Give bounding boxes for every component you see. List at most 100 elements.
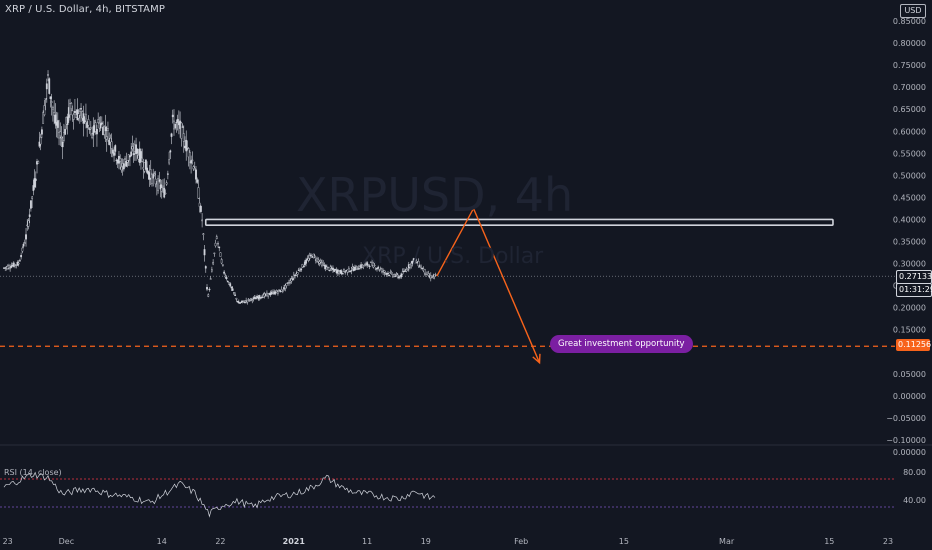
candle-body xyxy=(96,129,98,135)
time-tick-label: 14 xyxy=(157,537,167,546)
candle-body xyxy=(165,182,168,185)
candle-body xyxy=(44,98,47,100)
candle-body xyxy=(192,166,195,170)
candle-body xyxy=(15,264,18,266)
candle-body xyxy=(175,121,178,124)
candle-body xyxy=(105,136,108,140)
candle-body xyxy=(334,268,337,271)
candle-body xyxy=(292,274,295,279)
candle-body xyxy=(208,288,211,291)
candle-body xyxy=(136,149,139,154)
candle-body xyxy=(247,298,250,301)
candle-body xyxy=(180,122,183,139)
candle-body xyxy=(97,119,100,123)
candle-body xyxy=(429,275,432,279)
rsi-tick-label: 80.00 xyxy=(903,468,926,477)
candle-body xyxy=(344,271,347,273)
price-tick-label: 0.40000 xyxy=(893,215,926,224)
price-tick-label: 0.05000 xyxy=(893,370,926,379)
candle-body xyxy=(63,132,65,141)
candle-body xyxy=(169,150,172,153)
candle-body xyxy=(396,274,399,278)
rsi-line xyxy=(3,471,436,518)
price-tick-label: 0.45000 xyxy=(893,193,926,202)
candle-body xyxy=(4,267,7,269)
candle-body xyxy=(181,126,184,128)
candle-body xyxy=(120,166,123,171)
candle-body xyxy=(54,114,57,124)
candle-body xyxy=(110,141,113,149)
candle-body xyxy=(153,173,156,175)
candle-body xyxy=(384,272,387,274)
price-tick-label: 0.20000 xyxy=(893,304,926,313)
candle-body xyxy=(341,273,344,275)
candle-body xyxy=(18,260,21,262)
price-tick-label: −0.05000 xyxy=(886,414,926,423)
candle-body xyxy=(94,122,97,132)
candle-body xyxy=(376,268,378,270)
candle-body xyxy=(50,101,53,103)
candle-body xyxy=(43,105,46,116)
candle-body xyxy=(89,127,92,130)
time-tick-label: 19 xyxy=(421,537,431,546)
callout-label[interactable]: Great investment opportunity xyxy=(550,335,693,353)
candle-body xyxy=(170,133,173,137)
candle-body xyxy=(174,124,177,129)
candle-body xyxy=(393,274,396,277)
candle-body xyxy=(251,299,254,302)
candle-body xyxy=(319,260,322,263)
candle-body xyxy=(433,274,436,277)
candle-body xyxy=(258,295,261,299)
candle-body xyxy=(236,301,239,303)
candle-body xyxy=(357,268,360,270)
candle-body xyxy=(215,236,218,239)
candle-body xyxy=(204,266,207,269)
candle-body xyxy=(163,187,166,198)
candle-body xyxy=(410,262,413,266)
candle-body xyxy=(277,291,279,294)
time-tick-label: Feb xyxy=(514,537,528,546)
candle-body xyxy=(202,233,205,235)
candle-body xyxy=(285,283,288,286)
candle-body xyxy=(39,136,42,145)
candle-body xyxy=(368,265,371,268)
candle-body xyxy=(108,139,111,145)
currency-button[interactable]: USD xyxy=(900,4,926,18)
rsi-label: RSI (14, close) xyxy=(4,468,62,477)
candle-body xyxy=(83,120,86,123)
candle-body xyxy=(87,119,90,126)
candle-body xyxy=(74,111,76,114)
candle-body xyxy=(274,291,277,294)
candle-body xyxy=(129,155,131,158)
price-tick-label: 0.85000 xyxy=(893,17,926,26)
candle-body xyxy=(217,243,219,245)
candle-body xyxy=(210,269,213,272)
symbol-title[interactable]: XRP / U.S. Dollar, 4h, BITSTAMP xyxy=(5,4,165,15)
candle-body xyxy=(401,271,404,275)
candle-body xyxy=(329,266,332,269)
candle-body xyxy=(37,161,40,164)
candle-body xyxy=(284,285,287,289)
time-tick-label: 2021 xyxy=(283,537,306,546)
candle-body xyxy=(305,259,307,264)
candle-body xyxy=(32,185,35,191)
candle-body xyxy=(17,262,20,265)
price-tick-label: 0.15000 xyxy=(893,326,926,335)
rsi-panel: 0.00000 80.00 40.00 xyxy=(0,448,926,518)
candle-body xyxy=(149,169,152,179)
candle-body xyxy=(164,192,167,195)
candle-body xyxy=(119,158,122,162)
candle-body xyxy=(213,252,216,254)
candle-body xyxy=(28,214,31,217)
candle-body xyxy=(78,110,81,116)
price-tick-label: 0.30000 xyxy=(893,260,926,269)
candle-body xyxy=(380,268,383,273)
candle-body xyxy=(366,262,369,266)
candle-body xyxy=(317,259,320,262)
candle-body xyxy=(333,269,336,272)
candle-body xyxy=(400,273,403,277)
candle-body xyxy=(242,300,245,302)
candle-body xyxy=(252,297,255,300)
candle-body xyxy=(299,270,301,272)
